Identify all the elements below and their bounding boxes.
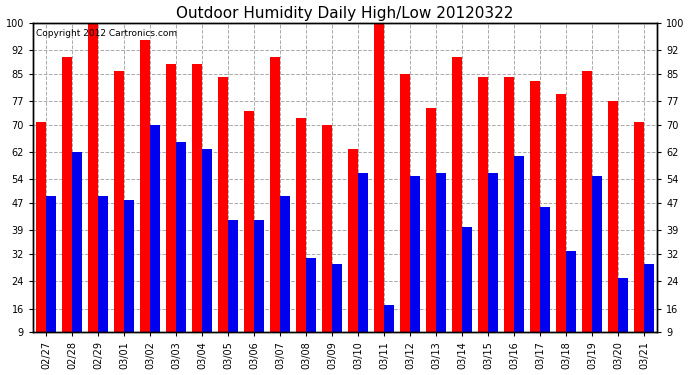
Title: Outdoor Humidity Daily High/Low 20120322: Outdoor Humidity Daily High/Low 20120322	[177, 6, 513, 21]
Bar	[556, 94, 566, 332]
Bar	[124, 200, 134, 332]
Bar	[540, 207, 550, 332]
Bar	[478, 78, 488, 332]
Bar	[332, 264, 342, 332]
Bar	[62, 57, 72, 332]
Bar	[504, 78, 514, 332]
Bar	[280, 196, 290, 332]
Bar	[410, 176, 420, 332]
Bar	[618, 278, 628, 332]
Bar	[140, 40, 150, 332]
Bar	[270, 57, 280, 332]
Bar	[228, 220, 238, 332]
Bar	[384, 305, 394, 332]
Bar	[426, 108, 436, 332]
Bar	[348, 149, 358, 332]
Bar	[592, 176, 602, 332]
Bar	[608, 101, 618, 332]
Bar	[488, 172, 498, 332]
Bar	[644, 264, 654, 332]
Bar	[166, 64, 176, 332]
Bar	[36, 122, 46, 332]
Bar	[400, 74, 410, 332]
Bar	[88, 23, 98, 332]
Bar	[566, 251, 576, 332]
Bar	[72, 152, 82, 332]
Bar	[218, 78, 228, 332]
Bar	[192, 64, 202, 332]
Bar	[254, 220, 264, 332]
Bar	[114, 70, 124, 332]
Bar	[98, 196, 108, 332]
Bar	[306, 258, 316, 332]
Bar	[436, 172, 446, 332]
Text: Copyright 2012 Cartronics.com: Copyright 2012 Cartronics.com	[36, 29, 177, 38]
Bar	[296, 118, 306, 332]
Bar	[244, 111, 254, 332]
Bar	[452, 57, 462, 332]
Bar	[176, 142, 186, 332]
Bar	[514, 156, 524, 332]
Bar	[582, 70, 592, 332]
Bar	[530, 81, 540, 332]
Bar	[358, 172, 368, 332]
Bar	[374, 23, 384, 332]
Bar	[462, 227, 472, 332]
Bar	[202, 149, 212, 332]
Bar	[150, 125, 160, 332]
Bar	[46, 196, 56, 332]
Bar	[634, 122, 644, 332]
Bar	[322, 125, 332, 332]
